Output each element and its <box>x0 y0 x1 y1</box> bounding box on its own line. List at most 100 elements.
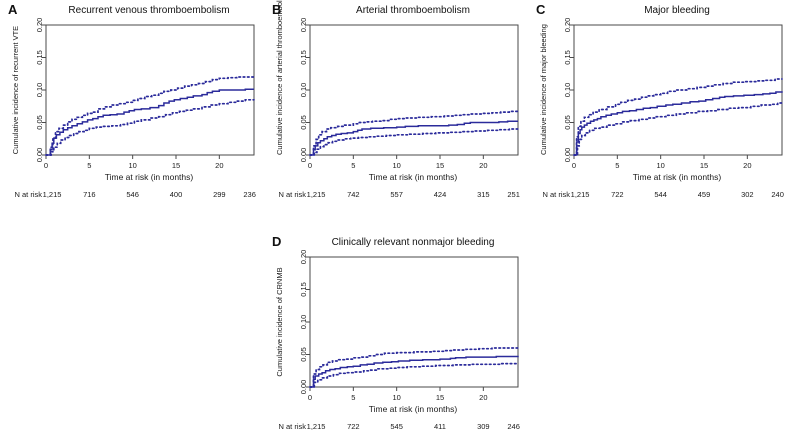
panel-d-letter: D <box>272 234 282 249</box>
series-upper-ci <box>45 76 255 156</box>
panel-b-title: Arterial thromboembolism <box>356 5 470 16</box>
panel-d-survival-plot: 0.00 0.05 0.10 0.15 0.20 0 5 10 15 20 <box>299 250 519 402</box>
series-upper-ci <box>573 78 783 156</box>
n-at-risk-value: 722 <box>347 422 360 431</box>
x-tick-label: 0 <box>44 161 48 170</box>
n-at-risk-value: 236 <box>243 190 256 199</box>
panel-a-y-axis-label: Cumulative incidence of recurrent VTE <box>11 25 20 155</box>
panel-c-title: Major bleeding <box>644 5 710 16</box>
x-tick-label: 20 <box>743 161 751 170</box>
panel-a-survival-plot: 0.00 0.05 0.10 0.15 0.20 0 5 10 15 20 <box>35 18 255 170</box>
x-tick-label: 15 <box>172 161 180 170</box>
panel-a-letter: A <box>8 2 18 17</box>
x-tick-label: 5 <box>351 393 355 402</box>
series-lower-ci <box>309 128 519 156</box>
x-tick-label: 0 <box>308 393 312 402</box>
y-tick-label: 0.10 <box>299 315 308 330</box>
n-at-risk-value: 251 <box>507 190 520 199</box>
n-at-risk-value: 722 <box>611 190 624 199</box>
x-tick-label: 10 <box>392 393 400 402</box>
panel-d: D Clinically relevant nonmajor bleeding … <box>266 232 524 440</box>
n-at-risk-value: 302 <box>741 190 754 199</box>
panel-b-letter: B <box>272 2 282 17</box>
panel-c: C Major bleeding Cumulative incidence of… <box>530 0 788 214</box>
panel-d-title: Clinically relevant nonmajor bleeding <box>331 237 495 248</box>
panel-c-n-at-risk-label: N at risk <box>542 190 570 199</box>
n-at-risk-value: 240 <box>771 190 784 199</box>
panel-c-x-axis-label: Time at risk (in months) <box>632 172 722 182</box>
y-tick-label: 0.00 <box>35 148 44 163</box>
n-at-risk-value: 546 <box>126 190 139 199</box>
panel-b: B Arterial thromboembolism Cumulative in… <box>266 0 524 214</box>
x-tick-label: 15 <box>700 161 708 170</box>
y-tick-label: 0.20 <box>35 18 44 32</box>
x-tick-label: 10 <box>128 161 136 170</box>
x-tick-label: 0 <box>572 161 576 170</box>
n-at-risk-value: 1,215 <box>570 190 590 199</box>
y-tick-label: 0.05 <box>299 347 308 362</box>
panel-c-letter: C <box>536 2 546 17</box>
x-tick-label: 20 <box>479 393 487 402</box>
x-tick-label: 5 <box>615 161 619 170</box>
series-estimate <box>310 355 519 388</box>
x-tick-label: 10 <box>656 161 664 170</box>
y-tick-label: 0.05 <box>563 115 572 130</box>
n-at-risk-value: 400 <box>169 190 183 199</box>
y-tick-label: 0.15 <box>563 50 572 65</box>
y-tick-label: 0.15 <box>299 282 308 297</box>
panel-a-title: Recurrent venous thromboembolism <box>68 5 230 16</box>
n-at-risk-value: 309 <box>477 422 490 431</box>
n-at-risk-value: 742 <box>347 190 360 199</box>
x-tick-label: 20 <box>479 161 487 170</box>
x-tick-label: 15 <box>436 393 444 402</box>
y-tick-label: 0.00 <box>563 148 572 163</box>
x-tick-label: 0 <box>308 161 312 170</box>
series-estimate <box>46 88 254 156</box>
y-tick-label: 0.05 <box>299 115 308 130</box>
panel-b-n-at-risk-label: N at risk <box>278 190 306 199</box>
series-upper-ci <box>309 110 519 156</box>
panel-d-x-axis-label: Time at risk (in months) <box>368 404 458 414</box>
panel-a-x-axis-label: Time at risk (in months) <box>104 172 194 182</box>
panel-b-y-axis-label: Cumulative incidence of arterial thrombo… <box>275 0 284 155</box>
panel-c-y-axis-label: Cumulative incidence of major bleeding <box>539 24 548 155</box>
series-lower-ci <box>309 362 519 388</box>
n-at-risk-value: 1,215 <box>306 422 326 431</box>
y-tick-label: 0.20 <box>299 18 308 32</box>
x-tick-label: 5 <box>351 161 355 170</box>
panel-a-n-at-risk-label: N at risk <box>14 190 42 199</box>
x-tick-label: 5 <box>87 161 91 170</box>
panel-d-n-at-risk-label: N at risk <box>278 422 306 431</box>
n-at-risk-value: 557 <box>390 190 403 199</box>
series-upper-ci <box>309 347 519 388</box>
n-at-risk-value: 544 <box>654 190 667 199</box>
y-tick-label: 0.15 <box>35 50 44 65</box>
y-tick-label: 0.10 <box>299 83 308 98</box>
series-lower-ci <box>45 98 255 156</box>
x-tick-label: 20 <box>215 161 223 170</box>
y-tick-label: 0.00 <box>299 148 308 163</box>
y-tick-label: 0.05 <box>35 115 44 130</box>
plot-box <box>309 24 519 156</box>
n-at-risk-value: 545 <box>390 422 403 431</box>
y-tick-label: 0.00 <box>299 380 308 395</box>
y-tick-label: 0.10 <box>35 83 44 98</box>
n-at-risk-value: 716 <box>83 190 96 199</box>
panel-d-y-axis-label: Cumulative incidence of CRNMB <box>275 267 284 377</box>
x-tick-label: 15 <box>436 161 444 170</box>
y-tick-label: 0.15 <box>299 50 308 65</box>
n-at-risk-value: 424 <box>433 190 447 199</box>
n-at-risk-value: 1,215 <box>42 190 62 199</box>
n-at-risk-value: 459 <box>697 190 711 199</box>
x-tick-label: 10 <box>392 161 400 170</box>
y-tick-label: 0.20 <box>299 250 308 264</box>
panel-a: A Recurrent venous thromboembolism Cumul… <box>2 0 260 214</box>
y-tick-label: 0.20 <box>563 18 572 32</box>
series-estimate <box>310 120 518 156</box>
series-estimate <box>574 91 783 156</box>
n-at-risk-value: 411 <box>434 422 446 431</box>
panel-b-survival-plot: 0.00 0.05 0.10 0.15 0.20 0 5 10 15 20 <box>299 18 519 170</box>
y-tick-label: 0.10 <box>563 83 572 98</box>
n-at-risk-value: 315 <box>477 190 490 199</box>
